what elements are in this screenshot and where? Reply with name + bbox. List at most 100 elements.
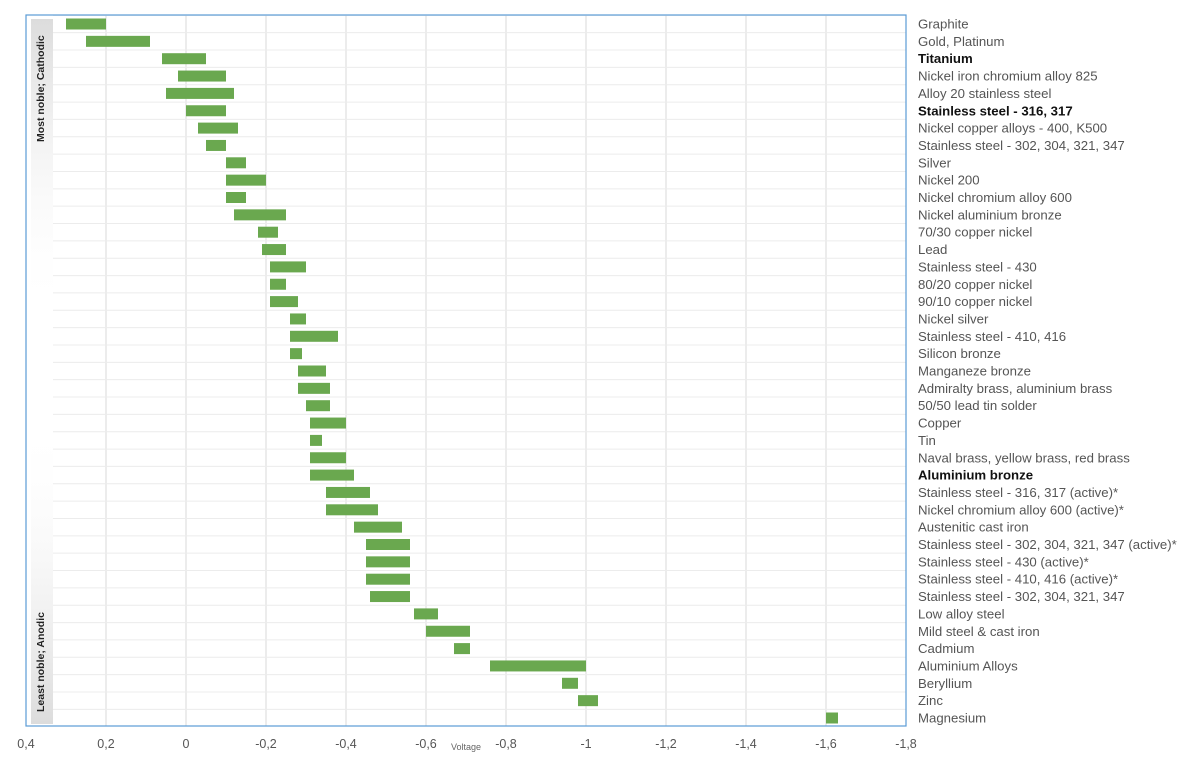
- range-bar: [290, 348, 302, 360]
- material-label: Beryllium: [918, 676, 972, 691]
- x-tick-label: -1: [580, 737, 591, 751]
- material-label: Stainless steel - 302, 304, 321, 347: [918, 589, 1125, 604]
- x-tick-label: -1,6: [815, 737, 837, 751]
- range-bar: [298, 365, 326, 377]
- material-label: Stainless steel - 410, 416: [918, 329, 1066, 344]
- material-label: Low alloy steel: [918, 606, 1005, 621]
- material-label: Stainless steel - 302, 304, 321, 347 (ac…: [918, 537, 1177, 552]
- material-label: 90/10 copper nickel: [918, 294, 1032, 309]
- range-bar: [270, 296, 298, 308]
- plot-frame: [25, 14, 907, 727]
- range-bar: [354, 521, 402, 533]
- material-label: Stainless steel - 316, 317 (active)*: [918, 485, 1118, 500]
- side-band-top: [31, 19, 53, 314]
- material-label: Nickel iron chromium alloy 825: [918, 69, 1098, 84]
- material-label: Gold, Platinum: [918, 34, 1005, 49]
- material-label: 70/30 copper nickel: [918, 225, 1032, 240]
- side-label-bottom: Least noble; Anodic: [35, 612, 47, 712]
- range-bar: [298, 382, 330, 394]
- x-tick-label: 0,4: [17, 737, 34, 751]
- material-label: Nickel 200: [918, 173, 980, 188]
- range-bar: [310, 469, 354, 481]
- x-axis-title: Voltage: [451, 742, 481, 752]
- range-bar: [370, 591, 410, 603]
- range-bar: [426, 625, 470, 637]
- range-bar: [290, 330, 338, 342]
- range-bar: [166, 87, 234, 99]
- range-bar: [306, 400, 330, 412]
- side-label-top: Most noble; Cathodic: [35, 35, 47, 142]
- material-label: 50/50 lead tin solder: [918, 398, 1037, 413]
- material-label: Stainless steel - 316, 317: [918, 103, 1073, 118]
- x-tick-label: 0,2: [97, 737, 114, 751]
- range-bar: [270, 261, 306, 273]
- material-label: Lead: [918, 242, 947, 257]
- range-bar: [366, 573, 410, 585]
- material-label: Titanium: [918, 51, 973, 66]
- range-bar: [414, 608, 438, 620]
- range-bar: [326, 504, 378, 516]
- range-bar: [198, 122, 238, 134]
- range-bar: [310, 452, 346, 464]
- range-bar: [562, 677, 578, 689]
- range-bar: [162, 53, 206, 65]
- range-bar: [366, 556, 410, 568]
- range-bar: [290, 313, 306, 325]
- range-bar: [66, 18, 106, 30]
- material-label: Nickel chromium alloy 600: [918, 190, 1072, 205]
- grid-lines: [53, 14, 906, 726]
- x-tick-label: -0,2: [255, 737, 277, 751]
- material-label: Alloy 20 stainless steel: [918, 86, 1051, 101]
- range-bar: [86, 35, 150, 47]
- material-label: Aluminium bronze: [918, 468, 1033, 483]
- range-bar: [206, 139, 226, 151]
- material-label: Mild steel & cast iron: [918, 624, 1040, 639]
- material-label: Magnesium: [918, 711, 986, 726]
- bars: [66, 18, 838, 724]
- range-bar: [178, 70, 226, 82]
- material-label: Zinc: [918, 693, 943, 708]
- range-bar: [226, 174, 266, 186]
- range-bar: [226, 192, 246, 203]
- range-bar: [578, 695, 598, 707]
- material-label: Stainless steel - 430 (active)*: [918, 554, 1089, 569]
- material-label: Stainless steel - 410, 416 (active)*: [918, 572, 1118, 587]
- material-label: Aluminium Alloys: [918, 658, 1018, 673]
- material-label: Stainless steel - 430: [918, 259, 1037, 274]
- x-tick-label: 0: [183, 737, 190, 751]
- x-tick-label: -1,2: [655, 737, 677, 751]
- material-labels: Graphite Gold, Platinum Titanium Nickel iro…: [918, 17, 1177, 726]
- range-bar: [366, 539, 410, 550]
- range-bar: [310, 417, 346, 429]
- side-band-bottom: [31, 420, 53, 724]
- range-bar: [262, 244, 286, 256]
- material-label: Silver: [918, 155, 952, 170]
- material-label: 80/20 copper nickel: [918, 277, 1032, 292]
- range-bar: [186, 105, 226, 117]
- material-label: Austenitic cast iron: [918, 520, 1029, 535]
- material-label: Copper: [918, 416, 962, 431]
- material-label: Silicon bronze: [918, 346, 1001, 361]
- material-label: Manganeze bronze: [918, 364, 1031, 379]
- x-tick-label: -0,6: [415, 737, 437, 751]
- range-bar: [226, 157, 246, 169]
- range-bar: [234, 209, 286, 221]
- x-tick-label: -1,8: [895, 737, 917, 751]
- range-bar: [454, 643, 470, 655]
- material-label: Naval brass, yellow brass, red brass: [918, 450, 1130, 465]
- range-bar: [826, 712, 838, 724]
- x-tick-label: -0,4: [335, 737, 357, 751]
- x-tick-label: -0,8: [495, 737, 517, 751]
- x-tick-labels: 0,4 0,2 0 -0,2 -0,4 -0,6 -0,8 -1 -1,2 -1,4 -1,6 -1,…: [17, 737, 917, 751]
- material-label: Graphite: [918, 17, 969, 32]
- material-label: Nickel aluminium bronze: [918, 207, 1062, 222]
- range-bar: [310, 434, 322, 446]
- material-label: Nickel copper alloys - 400, K500: [918, 121, 1107, 136]
- material-label: Cadmium: [918, 641, 974, 656]
- material-label: Tin: [918, 433, 936, 448]
- range-bar: [270, 278, 286, 290]
- material-label: Nickel chromium alloy 600 (active)*: [918, 502, 1124, 517]
- material-label: Admiralty brass, aluminium brass: [918, 381, 1113, 396]
